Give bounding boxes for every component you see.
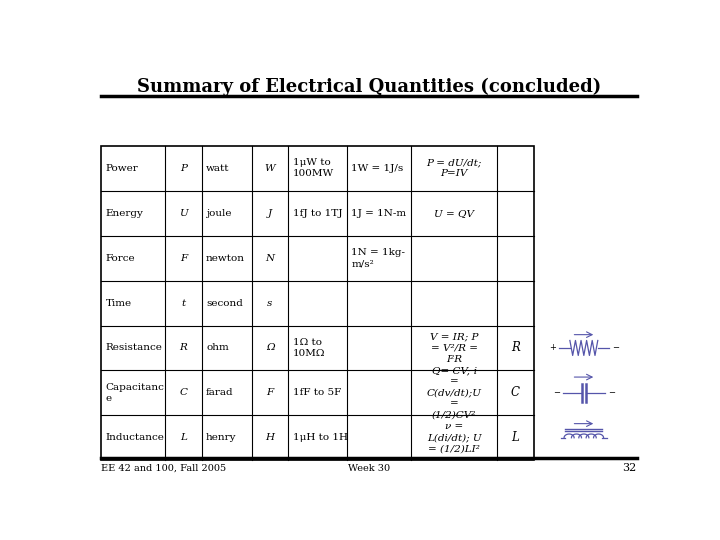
- Text: t: t: [181, 299, 186, 308]
- Text: s: s: [267, 299, 273, 308]
- Text: 1Ω to
10MΩ: 1Ω to 10MΩ: [292, 338, 325, 358]
- Text: Inductance: Inductance: [106, 433, 164, 442]
- Text: 1fJ to 1TJ: 1fJ to 1TJ: [292, 209, 342, 218]
- Text: joule: joule: [206, 209, 232, 218]
- Text: second: second: [206, 299, 243, 308]
- Text: ohm: ohm: [206, 343, 229, 353]
- Text: watt: watt: [206, 164, 230, 173]
- Text: Time: Time: [106, 299, 132, 308]
- Text: 1J = 1N-m: 1J = 1N-m: [351, 209, 406, 218]
- Text: H: H: [266, 433, 274, 442]
- Text: 1μH to 1H: 1μH to 1H: [292, 433, 348, 442]
- Text: F: F: [180, 254, 187, 262]
- Text: C: C: [179, 388, 187, 397]
- Text: Energy: Energy: [106, 209, 143, 218]
- Text: Resistance: Resistance: [106, 343, 163, 353]
- Text: Q= CV; i
=
C(dv/dt);U
=
(1/2)CV²: Q= CV; i = C(dv/dt);U = (1/2)CV²: [426, 366, 482, 420]
- Text: P = dU/dt;
P=IV: P = dU/dt; P=IV: [426, 158, 482, 178]
- Text: Force: Force: [106, 254, 135, 262]
- Text: Summary of Electrical Quantities (concluded): Summary of Electrical Quantities (conclu…: [137, 77, 601, 96]
- Text: R: R: [179, 343, 187, 353]
- Bar: [101, 146, 534, 460]
- Text: J: J: [268, 209, 272, 218]
- Text: −: −: [612, 343, 618, 353]
- Text: −: −: [553, 388, 560, 397]
- Text: −: −: [608, 388, 615, 397]
- Text: 32: 32: [623, 463, 637, 473]
- Text: +: +: [549, 343, 556, 353]
- Text: U: U: [179, 209, 188, 218]
- Text: P: P: [180, 164, 187, 173]
- Text: ν =
L(di/dt); U
= (1/2)LI²: ν = L(di/dt); U = (1/2)LI²: [427, 422, 482, 454]
- Text: L: L: [512, 431, 519, 444]
- Text: F: F: [266, 388, 274, 397]
- Text: W: W: [265, 164, 275, 173]
- Text: newton: newton: [206, 254, 245, 262]
- Text: Ω: Ω: [266, 343, 274, 353]
- Text: U = QV: U = QV: [434, 209, 474, 218]
- Text: EE 42 and 100, Fall 2005: EE 42 and 100, Fall 2005: [101, 464, 226, 472]
- Text: L: L: [180, 433, 187, 442]
- Text: R: R: [511, 341, 520, 354]
- Text: 1N = 1kg-
m/s²: 1N = 1kg- m/s²: [351, 248, 405, 268]
- Text: Power: Power: [106, 164, 138, 173]
- Text: C: C: [511, 386, 520, 400]
- Text: 1μW to
100MW: 1μW to 100MW: [292, 158, 333, 178]
- Text: farad: farad: [206, 388, 234, 397]
- Text: henry: henry: [206, 433, 237, 442]
- Text: V = IR; P
= V²/R =
I²R: V = IR; P = V²/R = I²R: [430, 332, 478, 363]
- Text: 1fF to 5F: 1fF to 5F: [292, 388, 341, 397]
- Text: 1W = 1J/s: 1W = 1J/s: [351, 164, 403, 173]
- Text: N: N: [266, 254, 274, 262]
- Text: Week 30: Week 30: [348, 464, 390, 472]
- Text: Capacitanc
e: Capacitanc e: [106, 383, 164, 403]
